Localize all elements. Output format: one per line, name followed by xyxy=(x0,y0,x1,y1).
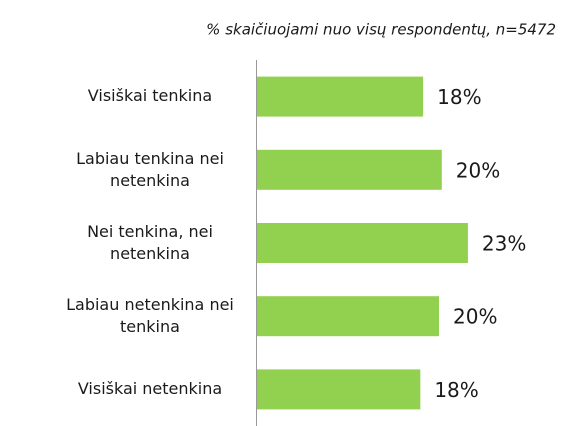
bar xyxy=(257,149,442,190)
value-label: 20% xyxy=(456,158,500,182)
category-label: Visiškai netenkina xyxy=(78,379,222,398)
category-label: Nei tenkina, nei netenkina xyxy=(87,222,213,263)
category-label: Visiškai tenkina xyxy=(88,86,212,105)
chart-subtitle: % skaičiuojami nuo visų respondentų, n=5… xyxy=(206,21,556,39)
value-label: 18% xyxy=(437,85,481,109)
bar xyxy=(257,223,468,263)
value-label: 20% xyxy=(453,305,497,329)
category-label: Labiau tenkina nei netenkina xyxy=(76,148,224,189)
bar xyxy=(257,296,439,337)
bar xyxy=(257,76,424,117)
bar xyxy=(257,369,421,410)
category-label: Labiau netenkina nei tenkina xyxy=(66,295,234,336)
value-label: 23% xyxy=(482,232,526,256)
value-label: 18% xyxy=(434,378,478,402)
